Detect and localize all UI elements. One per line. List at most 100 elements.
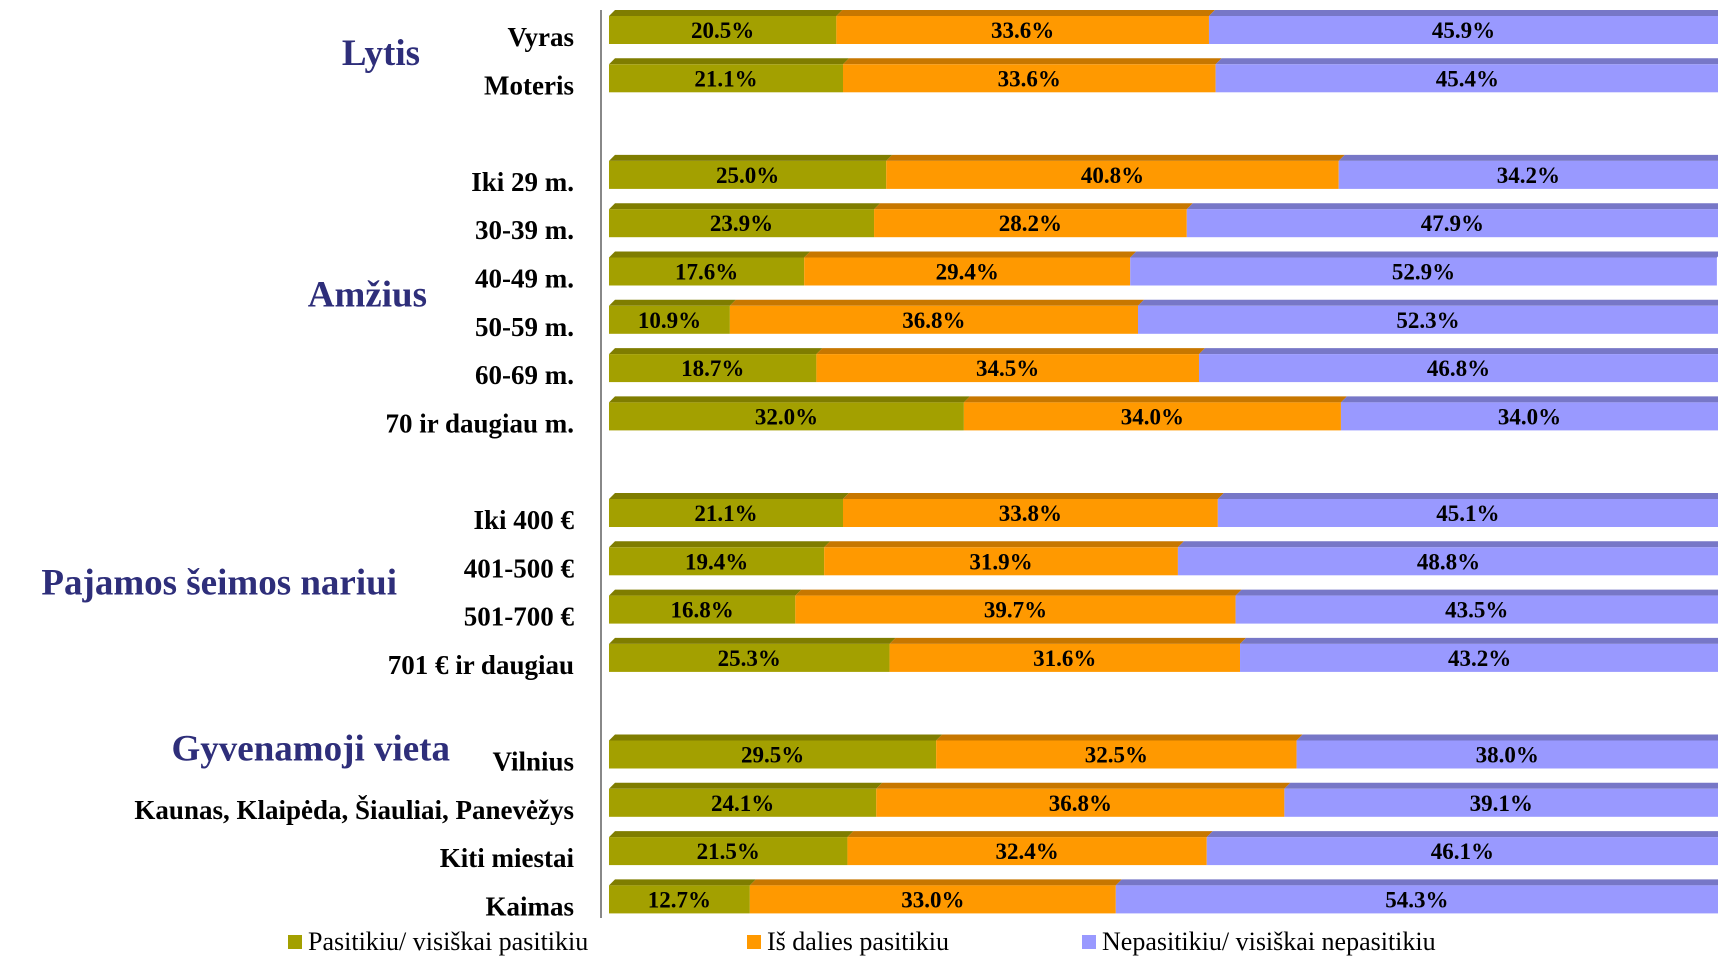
data-label: 21.1% — [694, 501, 757, 526]
bar-segment — [1284, 788, 1718, 817]
bar-segment — [609, 788, 877, 817]
bar-top-face — [609, 299, 736, 306]
category-label: Moteris — [484, 70, 574, 100]
bar-top-face — [609, 348, 823, 355]
bar-top-face — [886, 154, 1345, 161]
data-label: 31.6% — [1033, 646, 1096, 671]
group-label: Amžius — [308, 275, 427, 316]
legend-swatch — [747, 935, 761, 949]
bar-top-face — [609, 154, 893, 161]
data-label: 45.9% — [1432, 18, 1495, 43]
bars-layer — [609, 10, 1718, 914]
bar-top-face — [609, 203, 881, 210]
bar-segment — [609, 160, 887, 189]
data-label: 47.9% — [1421, 211, 1484, 236]
bar-top-face — [609, 734, 943, 741]
bar-top-face — [816, 348, 1205, 355]
bar-segment — [874, 209, 1187, 238]
category-label: Vilnius — [492, 747, 574, 777]
bar-top-face — [609, 396, 970, 403]
category-label: 701 € ir daugiau — [388, 650, 574, 680]
legend: Pasitikiu/ visiškai pasitikiu Iš dalies p… — [288, 927, 1436, 956]
bar-segment — [609, 402, 964, 431]
bar-top-face — [1296, 734, 1718, 741]
bar-segment — [1186, 209, 1718, 238]
category-label: 60-69 m. — [475, 360, 574, 390]
data-label: 33.8% — [999, 501, 1062, 526]
bar-segment — [842, 64, 1216, 93]
bar-top-face — [609, 782, 883, 789]
bar-top-face — [609, 541, 831, 548]
bar-top-face — [609, 493, 849, 499]
data-label: 45.4% — [1436, 66, 1499, 91]
bar-top-face — [609, 251, 811, 258]
bar-segment — [847, 837, 1207, 866]
bar-top-face — [609, 831, 854, 838]
bar-segment — [609, 16, 837, 44]
category-label: 501-700 € — [464, 602, 575, 632]
category-label: 40-49 m. — [475, 264, 574, 294]
data-label: 38.0% — [1476, 743, 1539, 768]
bar-top-face — [1217, 493, 1718, 499]
bar-segment — [1235, 595, 1718, 624]
bar-top-face — [1115, 879, 1718, 886]
category-label: Kaunas, Klaipėda, Šiauliai, Panevėžys — [134, 795, 574, 825]
bar-segment — [824, 547, 1178, 576]
bar-segment — [936, 740, 1297, 769]
bar-top-face — [1130, 251, 1718, 258]
bar-top-face — [889, 637, 1247, 644]
bar-top-face — [1340, 396, 1718, 403]
data-label: 40.8% — [1081, 163, 1144, 188]
data-label: 25.0% — [716, 163, 779, 188]
bar-segment — [1115, 885, 1718, 914]
bar-segment — [609, 643, 890, 672]
bar-segment — [816, 354, 1199, 383]
bar-segment — [1137, 305, 1718, 334]
data-label: 36.8% — [1049, 791, 1112, 816]
bar-top-face — [1235, 589, 1718, 596]
data-label: 52.9% — [1392, 260, 1455, 285]
data-label: 20.5% — [691, 18, 754, 43]
data-label: 54.3% — [1385, 887, 1448, 912]
category-label: 70 ir daugiau m. — [385, 408, 574, 438]
bar-segment — [1206, 837, 1718, 866]
bar-segment — [609, 499, 843, 527]
data-label: 33.6% — [998, 66, 1061, 91]
bar-segment — [876, 788, 1285, 817]
bar-top-face — [1137, 299, 1718, 306]
bar-segment — [1240, 643, 1718, 672]
bar-segment — [1338, 160, 1718, 189]
data-label: 31.9% — [969, 549, 1032, 574]
bar-top-face — [842, 58, 1222, 65]
data-label: 46.8% — [1427, 356, 1490, 381]
bar-segment — [609, 64, 843, 93]
bar-segment — [729, 305, 1138, 334]
data-label: 43.5% — [1445, 598, 1508, 623]
data-label: 32.4% — [995, 839, 1058, 864]
bar-top-face — [842, 493, 1224, 499]
data-label: 48.8% — [1417, 549, 1480, 574]
bar-top-face — [1198, 348, 1718, 355]
data-label: 17.6% — [675, 260, 738, 285]
category-label: Vyras — [507, 22, 574, 52]
bar-segment — [609, 595, 796, 624]
bar-top-face — [1186, 203, 1718, 210]
bar-top-face — [824, 541, 1184, 548]
bar-top-face — [1240, 637, 1718, 644]
data-label: 29.4% — [936, 260, 999, 285]
bar-segment — [1296, 740, 1718, 769]
data-label: 10.9% — [638, 308, 701, 333]
bar-segment — [609, 305, 730, 334]
category-label: Iki 400 € — [473, 505, 574, 535]
bar-segment — [886, 160, 1339, 189]
legend-swatch — [1082, 935, 1096, 949]
bar-top-face — [1338, 154, 1718, 161]
data-label: 23.9% — [710, 211, 773, 236]
data-label: 36.8% — [902, 308, 965, 333]
bar-segment — [609, 885, 750, 914]
bar-top-face — [847, 831, 1213, 838]
data-label: 16.8% — [671, 598, 734, 623]
bar-segment — [1130, 257, 1717, 286]
labels-layer: 20.5% 33.6% 45.9% Vyras 21.1% 33.6% 45.4% Moter… — [41, 18, 1561, 921]
